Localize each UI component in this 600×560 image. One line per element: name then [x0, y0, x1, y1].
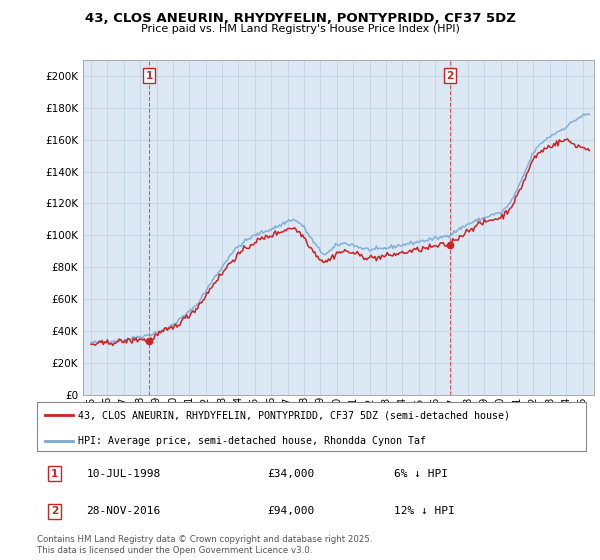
Point [144, 336, 154, 345]
Text: Price paid vs. HM Land Registry's House Price Index (HPI): Price paid vs. HM Land Registry's House … [140, 24, 460, 34]
Text: 6% ↓ HPI: 6% ↓ HPI [394, 469, 448, 479]
Text: 12% ↓ HPI: 12% ↓ HPI [394, 506, 455, 516]
Text: £34,000: £34,000 [268, 469, 315, 479]
Text: 10-JUL-1998: 10-JUL-1998 [86, 469, 161, 479]
Text: 43, CLOS ANEURIN, RHYDYFELIN, PONTYPRIDD, CF37 5DZ: 43, CLOS ANEURIN, RHYDYFELIN, PONTYPRIDD… [85, 12, 515, 25]
Text: 28-NOV-2016: 28-NOV-2016 [86, 506, 161, 516]
Text: HPI: Average price, semi-detached house, Rhondda Cynon Taf: HPI: Average price, semi-detached house,… [79, 436, 427, 446]
Text: 2: 2 [51, 506, 58, 516]
Text: 1: 1 [145, 71, 152, 81]
Point [445, 240, 455, 249]
FancyBboxPatch shape [37, 402, 586, 451]
Text: Contains HM Land Registry data © Crown copyright and database right 2025.
This d: Contains HM Land Registry data © Crown c… [37, 535, 373, 555]
Text: 2: 2 [446, 71, 454, 81]
Text: 1: 1 [51, 469, 58, 479]
Text: £94,000: £94,000 [268, 506, 315, 516]
Text: 43, CLOS ANEURIN, RHYDYFELIN, PONTYPRIDD, CF37 5DZ (semi-detached house): 43, CLOS ANEURIN, RHYDYFELIN, PONTYPRIDD… [79, 410, 511, 421]
